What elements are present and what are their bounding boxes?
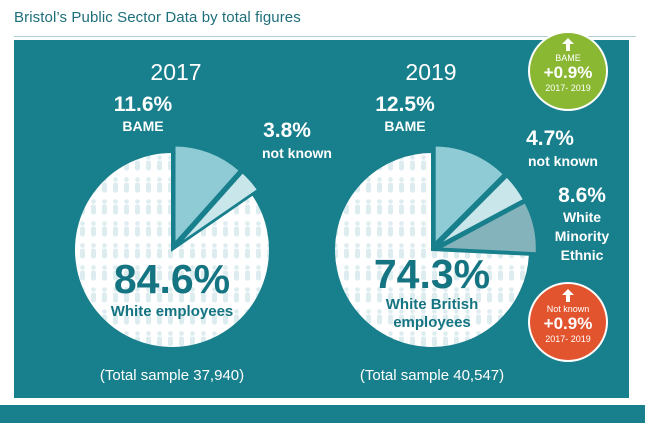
year-2019-label: 2019 — [405, 59, 456, 85]
bame-change-badge: BAME +0.9% 2017- 2019 — [530, 33, 606, 109]
pie-slice-bame-2019 — [433, 144, 506, 246]
arrow-up-icon — [562, 38, 574, 51]
white-british-pct-2019: 74.3% — [374, 251, 490, 297]
white-british-label-line2: employees — [393, 314, 471, 331]
page-title: Bristol’s Public Sector Data by total fi… — [14, 9, 301, 26]
not-known-change-badge: Not known +0.9% 2017- 2019 — [530, 284, 606, 360]
year-2017-label: 2017 — [150, 59, 201, 85]
white-pct-2017: 84.6% — [114, 256, 230, 302]
badge-value: +0.9% — [543, 63, 593, 82]
not-known-label-2019: not known — [528, 153, 598, 169]
not-known-label-2017: not known — [262, 145, 332, 161]
white-minority-pct-2019: 8.6% — [558, 184, 606, 207]
white-label-2017: White employees — [111, 303, 234, 320]
white-minority-label-line3: Ethnic — [561, 247, 604, 263]
total-sample-2019: (Total sample 40,547) — [360, 367, 504, 384]
not-known-pct-2017: 3.8% — [263, 119, 311, 142]
bame-pct-2019: 12.5% — [375, 93, 435, 116]
badge-value: +0.9% — [543, 314, 593, 333]
bame-label-2019: BAME — [384, 118, 425, 134]
badge-label: Not known — [546, 304, 590, 314]
bame-pct-2017: 11.6% — [114, 93, 173, 116]
badge-period: 2017- 2019 — [545, 83, 591, 93]
pie-slice-white-2017 — [73, 150, 271, 349]
white-british-label-line1: White British — [386, 296, 479, 313]
footer-band — [0, 405, 645, 423]
title-divider — [14, 36, 636, 37]
arrow-up-icon — [562, 289, 574, 302]
white-minority-label-line1: White — [563, 209, 601, 225]
not-known-pct-2019: 4.7% — [526, 127, 574, 150]
pie-2019: 2019 12.5% BAME 4.7% not known 8.6% Whit… — [333, 59, 610, 384]
pie-slice-white-british-2019 — [333, 150, 531, 349]
pie-2017: 2017 11.6% BAME 3.8% not known 84.6% Whi… — [73, 59, 332, 384]
pie-slice-not-known-2017 — [176, 170, 260, 247]
pie-slice-not-known-2019 — [436, 175, 526, 247]
total-sample-2017: (Total sample 37,940) — [100, 367, 244, 384]
pie-slice-bame-2017 — [173, 144, 242, 247]
badge-period: 2017- 2019 — [545, 334, 591, 344]
pie-slice-white-minority-2019 — [435, 200, 538, 255]
white-minority-label-line2: Minority — [555, 228, 610, 244]
bame-label-2017: BAME — [122, 118, 163, 134]
badge-label: BAME — [555, 53, 581, 63]
